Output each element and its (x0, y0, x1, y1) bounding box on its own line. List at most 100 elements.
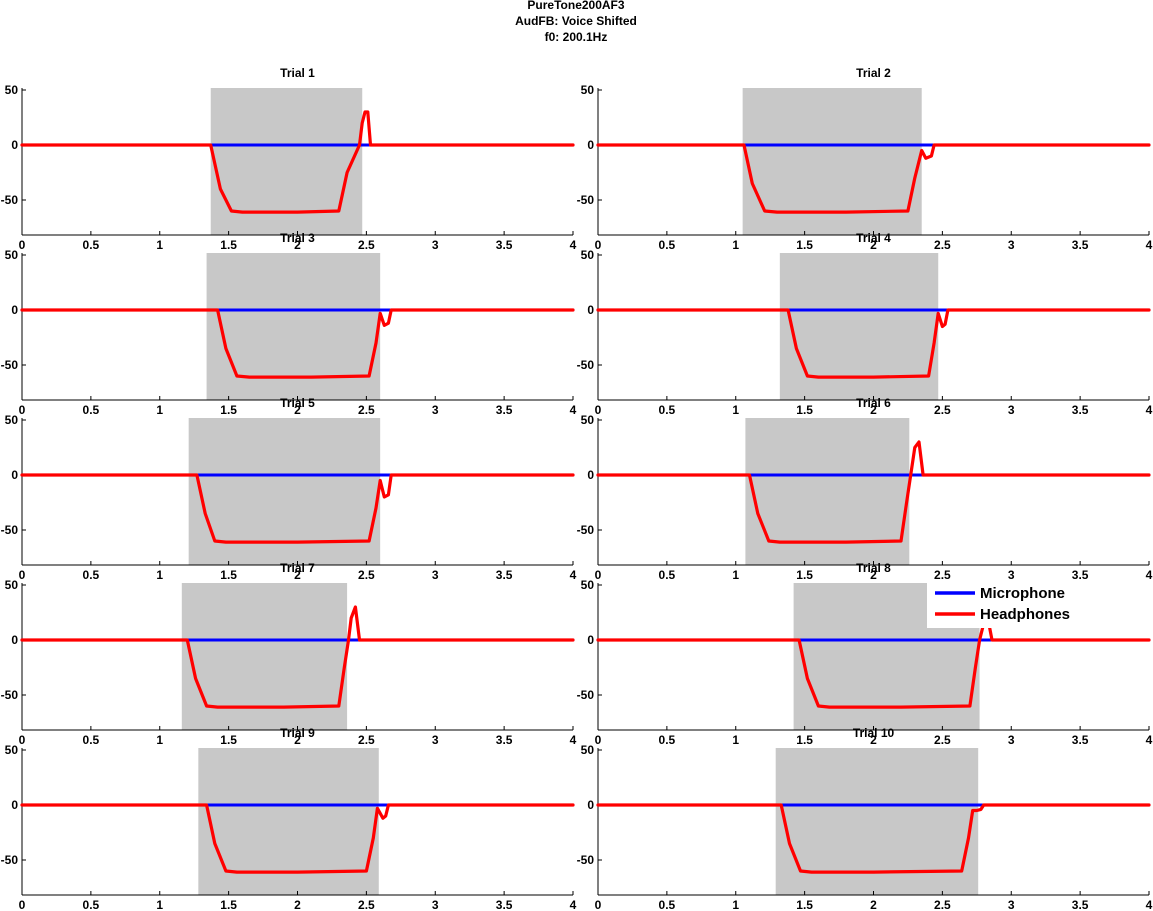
x-tick-label: 2 (870, 898, 877, 911)
x-tick-label: 0.5 (659, 733, 676, 747)
y-tick-label: -50 (1, 853, 19, 867)
x-tick-label: 0.5 (83, 568, 100, 582)
x-tick-label: 2 (294, 403, 301, 417)
y-tick-label: 50 (5, 83, 19, 97)
x-tick-label: 3 (1008, 568, 1015, 582)
x-tick-label: 2.5 (358, 568, 375, 582)
figure-title-line-2: AudFB: Voice Shifted (515, 14, 637, 28)
x-tick-label: 2.5 (934, 733, 951, 747)
y-tick-label: 50 (5, 413, 19, 427)
x-tick-label: 2.5 (358, 238, 375, 252)
x-tick-label: 3 (432, 238, 439, 252)
y-tick-label: -50 (577, 688, 595, 702)
x-tick-label: 0.5 (659, 238, 676, 252)
x-tick-label: 1 (732, 568, 739, 582)
x-tick-label: 3.5 (496, 898, 513, 911)
x-tick-label: 0 (595, 568, 602, 582)
x-tick-label: 0.5 (659, 898, 676, 911)
y-tick-label: 0 (587, 303, 594, 317)
panel-title: Trial 2 (856, 66, 891, 80)
x-tick-label: 0 (595, 238, 602, 252)
figure-title-line-3: f0: 200.1Hz (545, 30, 608, 44)
y-tick-label: -50 (1, 688, 19, 702)
x-tick-label: 3.5 (496, 733, 513, 747)
y-tick-label: -50 (1, 358, 19, 372)
y-tick-label: 50 (581, 578, 595, 592)
x-tick-label: 2 (294, 568, 301, 582)
y-tick-label: 0 (587, 468, 594, 482)
x-tick-label: 2.5 (934, 568, 951, 582)
x-tick-label: 3.5 (496, 568, 513, 582)
panel-title: Trial 4 (856, 231, 891, 245)
headphones-line (20, 110, 575, 214)
x-tick-label: 2.5 (358, 403, 375, 417)
x-tick-label: 4 (1146, 403, 1153, 417)
x-tick-label: 1 (156, 403, 163, 417)
x-tick-label: 0.5 (83, 898, 100, 911)
headphones-line (596, 143, 1151, 214)
headphones-line (596, 803, 1151, 874)
legend-box (927, 583, 1076, 628)
x-tick-label: 1.5 (796, 898, 813, 911)
x-tick-label: 2 (870, 403, 877, 417)
x-tick-label: 3 (432, 568, 439, 582)
headphones-line (20, 803, 575, 874)
x-tick-label: 1 (156, 733, 163, 747)
panel-title: Trial 3 (280, 231, 315, 245)
x-tick-label: 4 (1146, 568, 1153, 582)
x-tick-label: 0.5 (83, 403, 100, 417)
y-tick-label: -50 (577, 523, 595, 537)
x-tick-label: 0 (595, 403, 602, 417)
y-tick-label: 50 (581, 743, 595, 757)
x-tick-label: 0 (595, 733, 602, 747)
y-tick-label: 0 (587, 633, 594, 647)
x-tick-label: 0.5 (659, 403, 676, 417)
y-tick-label: 50 (5, 743, 19, 757)
x-tick-label: 1 (732, 733, 739, 747)
x-tick-label: 1.5 (796, 733, 813, 747)
x-tick-label: 4 (570, 403, 577, 417)
y-tick-label: 50 (581, 83, 595, 97)
x-tick-label: 2.5 (934, 898, 951, 911)
x-tick-label: 0.5 (83, 238, 100, 252)
x-tick-label: 1.5 (220, 238, 237, 252)
headphones-line (20, 605, 575, 709)
panel-title: Trial 1 (280, 66, 315, 80)
x-tick-label: 2.5 (358, 898, 375, 911)
headphones-line (596, 308, 1151, 379)
figure-title-line-1: PureTone200AF3 (527, 0, 624, 12)
figure-title: PureTone200AF3 AudFB: Voice Shifted f0: … (515, 0, 637, 44)
x-tick-label: 3 (432, 898, 439, 911)
y-tick-label: -50 (577, 358, 595, 372)
y-tick-label: 50 (5, 578, 19, 592)
y-tick-label: -50 (1, 193, 19, 207)
x-tick-label: 3.5 (1072, 898, 1089, 911)
x-tick-label: 3 (1008, 238, 1015, 252)
x-tick-label: 2.5 (934, 403, 951, 417)
headphones-line (20, 473, 575, 544)
trial-panel: 0 0.5 1 1.5 2 2.5 3 3.5 4 50 0 -50 Trial 1 (1, 66, 577, 252)
x-tick-label: 1 (156, 568, 163, 582)
x-tick-label: 3 (432, 733, 439, 747)
headphones-line (596, 440, 1151, 544)
x-tick-label: 1.5 (796, 238, 813, 252)
x-tick-label: 1 (732, 403, 739, 417)
y-tick-label: -50 (577, 193, 595, 207)
y-tick-label: -50 (1, 523, 19, 537)
x-tick-label: 1 (156, 238, 163, 252)
x-tick-label: 2 (294, 733, 301, 747)
y-tick-label: -50 (577, 853, 595, 867)
x-tick-label: 2.5 (358, 733, 375, 747)
legend: Microphone Headphones (927, 583, 1076, 628)
y-tick-label: 50 (5, 248, 19, 262)
x-tick-label: 4 (570, 238, 577, 252)
x-tick-label: 2 (870, 568, 877, 582)
x-tick-label: 0 (595, 898, 602, 911)
panel-title: Trial 5 (280, 396, 315, 410)
